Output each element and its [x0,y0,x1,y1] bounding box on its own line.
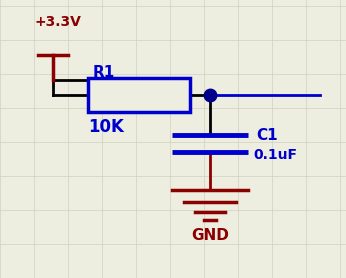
Text: C1: C1 [256,128,277,143]
Text: 0.1uF: 0.1uF [253,148,297,162]
Text: R1: R1 [93,65,115,80]
Text: 10K: 10K [88,118,124,136]
Bar [88,78,190,112]
Text: GND: GND [191,228,229,243]
Text: +3.3V: +3.3V [35,15,82,29]
